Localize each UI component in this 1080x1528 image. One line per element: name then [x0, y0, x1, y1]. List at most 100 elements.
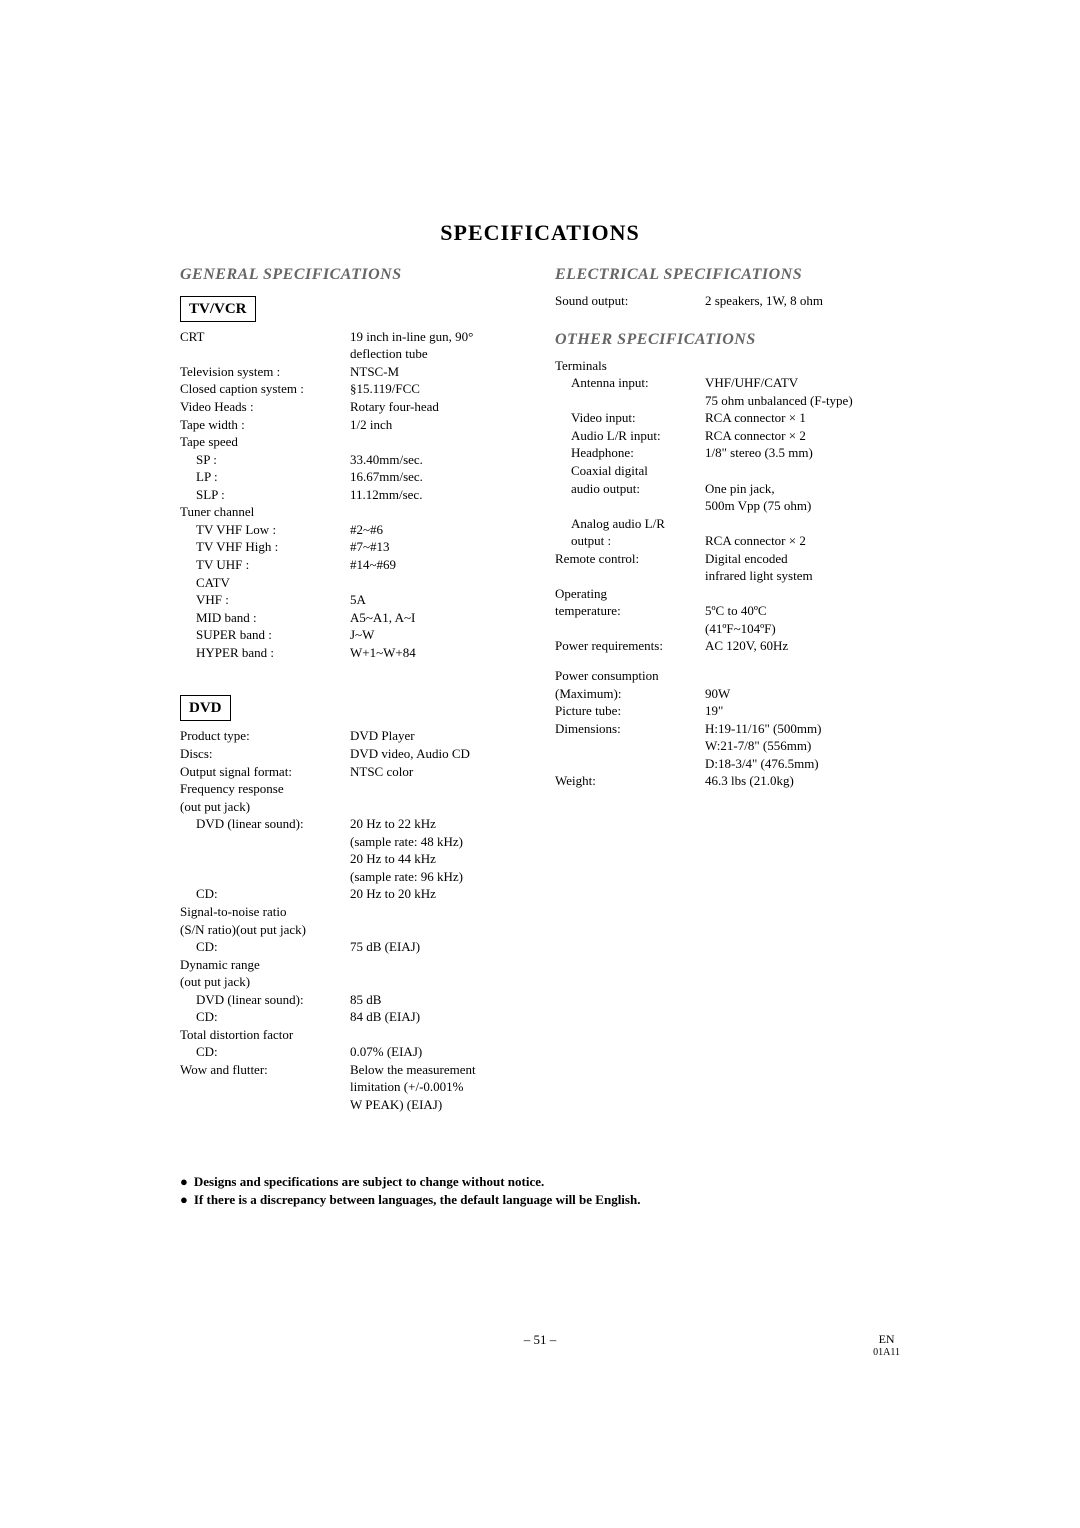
ant-blank	[555, 392, 705, 410]
tvsys-value: NTSC-M	[350, 363, 399, 381]
note-1: ● Designs and specifications are subject …	[180, 1174, 900, 1190]
wt-label: Weight:	[555, 772, 705, 790]
coax-label: Coaxial digital	[571, 462, 648, 480]
rc-value2: infrared light system	[705, 567, 813, 585]
note-2: ● If there is a discrepancy between langu…	[180, 1192, 900, 1208]
dim-value: H:19-11/16" (500mm)	[705, 720, 821, 738]
wow-label: Wow and flutter:	[180, 1061, 350, 1079]
dyn-label: Dynamic range	[180, 956, 260, 974]
coax2-label: audio output:	[571, 480, 705, 498]
note-1-text: Designs and specifications are subject t…	[194, 1174, 544, 1190]
ant-value: VHF/UHF/CATV	[705, 374, 798, 392]
cc-label: Closed caption system :	[180, 380, 350, 398]
right-column: ELECTRICAL SPECIFICATIONS Sound output:2…	[555, 264, 900, 1114]
cd2-label: CD:	[196, 938, 350, 956]
pc2-label: (Maximum):	[555, 685, 705, 703]
mid-value: A5~A1, A~I	[350, 609, 415, 627]
slp-value: 11.12mm/sec.	[350, 486, 422, 504]
ain-label: Audio L/R input:	[571, 427, 705, 445]
temp-value: 5ºC to 40ºC	[705, 602, 767, 620]
cd2-value: 75 dB (EIAJ)	[350, 938, 420, 956]
cd4-value: 0.07% (EIAJ)	[350, 1043, 422, 1061]
heads-label: Video Heads :	[180, 398, 350, 416]
opj2-label: (out put jack)	[180, 973, 250, 991]
pc-value: 90W	[705, 685, 730, 703]
opj-label: (out put jack)	[180, 798, 250, 816]
dvdls-value4: (sample rate: 96 kHz)	[350, 868, 463, 886]
wow-value: Below the measurement	[350, 1061, 476, 1079]
ain-value: RCA connector × 2	[705, 427, 806, 445]
analog-label: Analog audio L/R	[571, 515, 665, 533]
dim-blank2	[555, 755, 705, 773]
bullet-icon: ●	[180, 1174, 188, 1190]
temp-value2: (41ºF~104ºF)	[705, 620, 776, 638]
crt-value: 19 inch in-line gun, 90°	[350, 328, 473, 346]
coax-value2: 500m Vpp (75 ohm)	[705, 497, 811, 515]
dim-blank1	[555, 737, 705, 755]
page-number: – 51 –	[180, 1332, 900, 1348]
vin-label: Video input:	[571, 409, 705, 427]
dvd-box-label: DVD	[180, 695, 231, 721]
ant-value2: 75 ohm unbalanced (F-type)	[705, 392, 853, 410]
cd3-label: CD:	[196, 1008, 350, 1026]
bullet-icon: ●	[180, 1192, 188, 1208]
vin-value: RCA connector × 1	[705, 409, 806, 427]
footer-lang: EN	[873, 1332, 900, 1347]
vhf-label: VHF :	[196, 591, 350, 609]
page-footer: – 51 – EN 01A11	[180, 1332, 900, 1348]
so-value: 2 speakers, 1W, 8 ohm	[705, 292, 823, 310]
freq-label: Frequency response	[180, 780, 284, 798]
super-value: J~W	[350, 626, 374, 644]
slp-label: SLP :	[196, 486, 350, 504]
cd4-label: CD:	[196, 1043, 350, 1061]
sp-label: SP :	[196, 451, 350, 469]
pr-label: Power requirements:	[555, 637, 705, 655]
page-container: SPECIFICATIONS GENERAL SPECIFICATIONS TV…	[0, 0, 1080, 1528]
hp-value: 1/8" stereo (3.5 mm)	[705, 444, 813, 462]
wow-blank2	[180, 1096, 350, 1114]
pt-label: Picture tube:	[555, 702, 705, 720]
op-label: Operating	[555, 585, 607, 603]
electrical-spec-header: ELECTRICAL SPECIFICATIONS	[555, 264, 900, 286]
note-2-text: If there is a discrepancy between langua…	[194, 1192, 641, 1208]
dim-value3: D:18-3/4" (476.5mm)	[705, 755, 819, 773]
pt-value: 19"	[705, 702, 723, 720]
hp-label: Headphone:	[571, 444, 705, 462]
other-spec-header: OTHER SPECIFICATIONS	[555, 329, 900, 351]
uhf-label: TV UHF :	[196, 556, 350, 574]
snr-label: Signal-to-noise ratio	[180, 903, 287, 921]
lp-label: LP :	[196, 468, 350, 486]
osf-value: NTSC color	[350, 763, 413, 781]
cd1-value: 20 Hz to 20 kHz	[350, 885, 436, 903]
tape-label: Tape width :	[180, 416, 350, 434]
tdf-label: Total distortion factor	[180, 1026, 293, 1044]
ptype-value: DVD Player	[350, 727, 415, 745]
catv-label: CATV	[196, 574, 230, 592]
tuner-label: Tuner channel	[180, 503, 254, 521]
dvdls2-value: 85 dB	[350, 991, 381, 1009]
mid-label: MID band :	[196, 609, 350, 627]
wow-blank1	[180, 1078, 350, 1096]
vlow-value: #2~#6	[350, 521, 383, 539]
notes-section: ● Designs and specifications are subject …	[180, 1174, 900, 1208]
dvdls2-label: DVD (linear sound):	[196, 991, 350, 1009]
ant-label: Antenna input:	[571, 374, 705, 392]
footer-right: EN 01A11	[873, 1332, 900, 1358]
vlow-label: TV VHF Low :	[196, 521, 350, 539]
dvdls-value3: 20 Hz to 44 kHz	[350, 850, 436, 868]
sp-value: 33.40mm/sec.	[350, 451, 423, 469]
lp-value: 16.67mm/sec.	[350, 468, 423, 486]
dim-label: Dimensions:	[555, 720, 705, 738]
crt-value2: deflection tube	[350, 345, 428, 363]
tape-value: 1/2 inch	[350, 416, 392, 434]
dvdls-blank2	[180, 850, 350, 868]
temp-blank	[555, 620, 705, 638]
left-column: GENERAL SPECIFICATIONS TV/VCR CRT19 inch…	[180, 264, 525, 1114]
pc-label: Power consumption	[555, 667, 659, 685]
uhf-value: #14~#69	[350, 556, 396, 574]
super-label: SUPER band :	[196, 626, 350, 644]
vhf-value: 5A	[350, 591, 366, 609]
other-specs: Terminals Antenna input:VHF/UHF/CATV 75 …	[555, 357, 900, 790]
hyper-value: W+1~W+84	[350, 644, 416, 662]
wow-value3: W PEAK) (EIAJ)	[350, 1096, 442, 1114]
